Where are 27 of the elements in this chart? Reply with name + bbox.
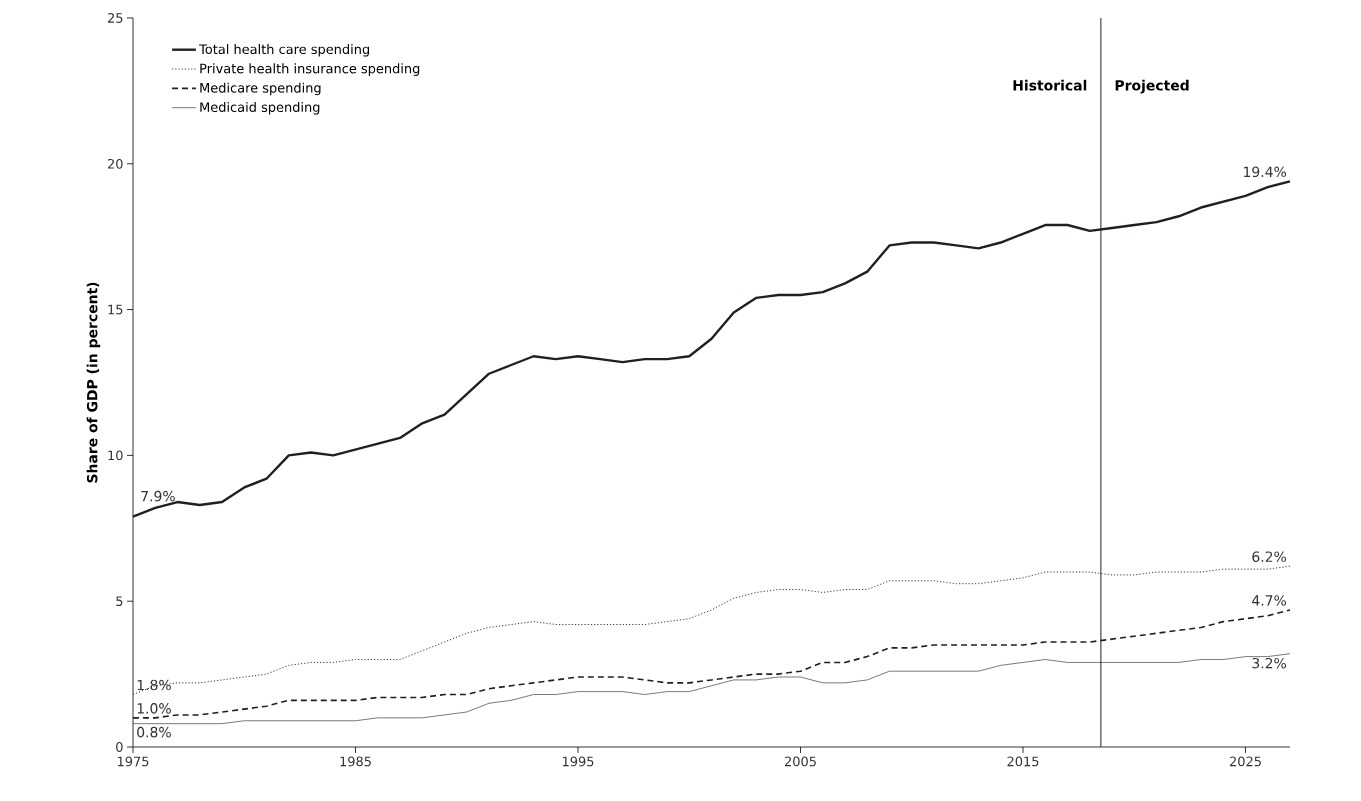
data-label: 19.4% <box>1244 166 1287 178</box>
data-label: 6.2% <box>1252 551 1287 563</box>
y-tick-label: 0 <box>116 742 123 752</box>
y-tick-label: 10 <box>108 450 123 461</box>
x-tick-label: 1985 <box>340 756 371 767</box>
legend-label: Private health insurance spending <box>200 63 420 76</box>
x-tick-label: 1995 <box>562 756 594 767</box>
data-label: 7.9% <box>141 490 175 502</box>
y-tick-label: 15 <box>108 304 123 315</box>
x-tick-label: 1975 <box>117 756 149 767</box>
x-tick-label: 2025 <box>1229 756 1261 767</box>
annotation: Projected <box>1115 79 1189 94</box>
y-tick-label: 5 <box>116 596 123 607</box>
annotation: Historical <box>1013 79 1087 91</box>
x-tick-label: 2015 <box>1007 756 1039 767</box>
data-label: 0.8% <box>137 726 171 738</box>
y-axis-title: Share of GDP (in percent) <box>86 282 101 483</box>
legend-label: Medicaid spending <box>200 101 320 115</box>
y-tick-label: 25 <box>107 13 123 23</box>
x-tick-label: 2005 <box>784 756 816 767</box>
data-label: 4.7% <box>1252 595 1287 606</box>
data-label: 1.0% <box>137 703 171 714</box>
y-tick-label: 20 <box>107 158 123 169</box>
legend-label: Medicare spending <box>200 82 321 96</box>
legend-label: Total health care spending <box>199 44 369 57</box>
data-label: 3.2% <box>1252 657 1287 669</box>
data-label: 1.8% <box>137 679 171 691</box>
